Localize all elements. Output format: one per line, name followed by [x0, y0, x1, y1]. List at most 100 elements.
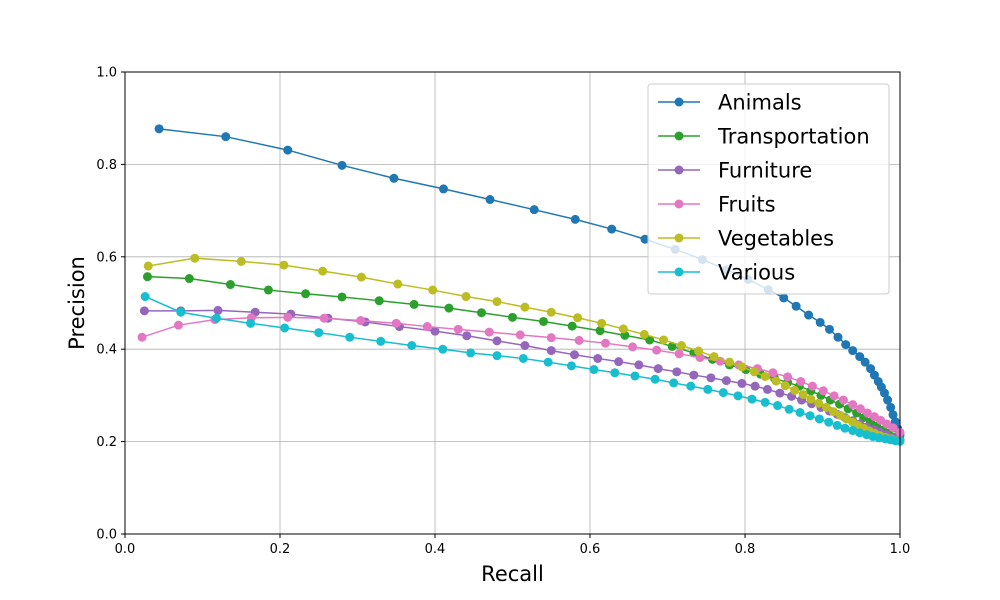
data-point-furniture [462, 331, 472, 341]
data-point-vegetables [798, 389, 808, 399]
data-point-vegetables [318, 266, 328, 276]
data-point-vegetables [694, 346, 703, 356]
data-point-animals [485, 195, 495, 205]
legend-label: Transportation [717, 125, 870, 149]
data-point-animals [824, 324, 834, 334]
data-point-animals [855, 352, 865, 362]
data-point-vegetables [492, 297, 502, 307]
data-point-furniture [213, 305, 223, 315]
data-point-vegetables [737, 362, 747, 372]
data-point-vegetables [236, 256, 246, 266]
data-point-fruits [356, 316, 366, 326]
data-point-various [805, 411, 815, 421]
legend-label: Various [718, 261, 795, 285]
data-point-animals [869, 370, 879, 380]
data-point-various [773, 401, 783, 411]
data-point-furniture [762, 384, 772, 394]
data-point-various [760, 397, 770, 407]
y-tick-label: 0.0 [96, 528, 117, 543]
data-point-various [784, 404, 794, 414]
data-point-fruits [601, 338, 610, 348]
data-point-fruits [807, 381, 817, 391]
data-point-animals [883, 395, 893, 405]
data-point-transportation [645, 335, 655, 345]
data-point-various [686, 381, 696, 391]
data-point-animals [866, 364, 876, 374]
data-point-animals [886, 402, 896, 412]
data-point-various [140, 292, 150, 302]
legend-marker [674, 267, 684, 277]
legend-label: Vegetables [718, 227, 834, 251]
data-point-animals [529, 205, 539, 215]
data-point-fruits [652, 345, 662, 355]
y-tick-label: 0.8 [96, 158, 117, 173]
data-point-vegetables [279, 260, 289, 270]
data-point-various [795, 407, 805, 417]
data-point-vegetables [709, 352, 719, 362]
legend-item-animals: Animals [658, 91, 802, 115]
data-point-animals [888, 410, 898, 420]
data-point-various [466, 348, 476, 358]
legend-marker [674, 199, 684, 209]
data-point-transportation [142, 272, 152, 282]
data-point-furniture [689, 370, 699, 380]
data-point-animals [154, 124, 164, 134]
data-point-animals [221, 132, 231, 142]
x-tick-label: 0.2 [270, 542, 291, 557]
data-point-vegetables [814, 398, 824, 408]
data-point-transportation [595, 326, 605, 336]
data-point-fruits [173, 320, 183, 330]
data-point-animals [804, 310, 814, 320]
data-point-various [610, 368, 620, 378]
data-point-various [814, 414, 824, 424]
series-layer [137, 124, 905, 446]
data-point-furniture [653, 364, 663, 374]
x-tick-label: 0.6 [580, 542, 601, 557]
data-point-animals [833, 332, 843, 342]
data-point-transportation [444, 303, 454, 313]
data-point-vegetables [520, 302, 530, 312]
data-point-vegetables [821, 402, 831, 412]
data-point-fruits [484, 327, 494, 337]
plot-frame [124, 71, 901, 535]
data-point-transportation [301, 289, 311, 299]
data-point-fruits [888, 423, 898, 433]
data-point-furniture [721, 376, 731, 386]
legend-item-various: Various [658, 261, 795, 285]
data-point-fruits [862, 408, 872, 418]
data-point-fruits [628, 342, 638, 352]
data-point-vegetables [771, 376, 781, 386]
data-point-vegetables [546, 307, 556, 317]
data-point-vegetables [659, 335, 669, 345]
data-point-transportation [567, 321, 577, 331]
data-point-fruits [829, 391, 839, 401]
data-point-vegetables [143, 261, 153, 271]
data-point-furniture [430, 326, 440, 336]
data-point-furniture [139, 306, 149, 316]
data-point-fruits [674, 349, 684, 359]
data-point-various [718, 388, 728, 398]
data-point-vegetables [461, 292, 471, 302]
data-point-animals [389, 173, 399, 183]
data-point-furniture [750, 381, 760, 391]
data-point-furniture [775, 388, 785, 398]
data-point-furniture [672, 367, 682, 377]
data-point-vegetables [806, 394, 816, 404]
data-point-various [848, 426, 858, 436]
data-point-fruits [818, 386, 828, 396]
data-point-fruits [768, 368, 778, 378]
data-point-fruits [453, 324, 463, 334]
data-point-various [407, 341, 417, 350]
series-various [140, 292, 905, 446]
legend-item-transportation: Transportation [658, 125, 870, 149]
y-tick-label: 0.6 [96, 250, 117, 265]
y-axis-label: Precision [65, 256, 89, 350]
data-point-transportation [337, 292, 347, 302]
data-point-various [280, 323, 290, 333]
data-point-animals [791, 301, 801, 311]
data-point-furniture [737, 378, 747, 388]
data-point-vegetables [725, 357, 734, 367]
data-point-transportation [374, 296, 384, 306]
legend-marker [674, 233, 684, 243]
